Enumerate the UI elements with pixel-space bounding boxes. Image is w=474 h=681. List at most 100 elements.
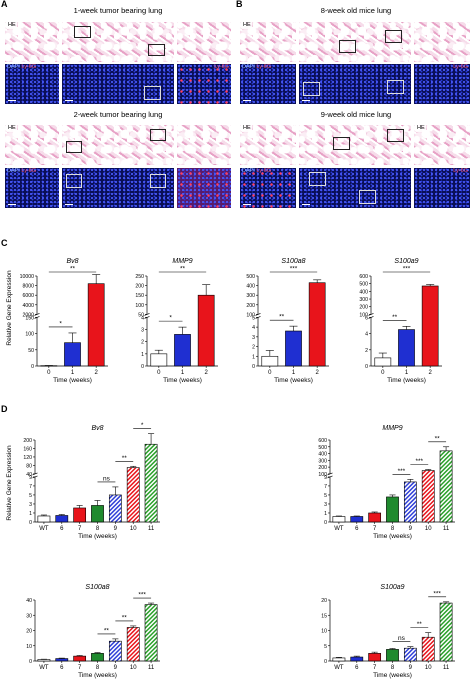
bar: [374, 357, 392, 367]
a2-if-zoom-right: [177, 168, 231, 208]
x-tick-label: 9: [114, 526, 118, 532]
y-tick-label: 3: [29, 502, 32, 508]
chart-title: Bv8: [91, 425, 103, 432]
y-tick-label: 0: [31, 364, 34, 370]
chart-title: S100a9: [380, 584, 404, 591]
y-tick-label: 30: [26, 613, 32, 619]
a2-he-zoom-left: HE: [5, 125, 59, 165]
significance-label: ***: [290, 266, 298, 273]
x-tick-label: 8: [96, 526, 100, 532]
y-tick-label: 8000: [22, 284, 34, 290]
a2-he-roi-box: [66, 141, 82, 153]
y-tick-label: 300: [246, 293, 255, 299]
a2-if-overview: [62, 168, 174, 208]
bar: [87, 283, 105, 367]
x-tick-label: 7: [373, 665, 377, 671]
x-tick-label: 6: [355, 526, 359, 532]
y-tick-label: 10000: [20, 274, 35, 280]
a2-if-roi-box-2: [150, 174, 166, 188]
significance-label: ns: [398, 635, 406, 642]
y-tick-label: 50: [28, 348, 34, 354]
y-tick-label: 600: [359, 274, 368, 280]
bar: [368, 653, 382, 662]
x-tick-label: WT: [39, 665, 49, 671]
y-tick-label: 6: [365, 315, 368, 321]
bar: [308, 282, 326, 367]
bar: [285, 330, 302, 367]
x-axis-label: Time (weeks): [53, 377, 92, 384]
a1-he-label: HE: [7, 22, 17, 29]
bar: [55, 515, 69, 523]
bar: [386, 496, 399, 523]
significance-label: **: [122, 455, 128, 462]
panel-b1-title: 8-week old mice lung: [320, 6, 392, 15]
bar: [64, 342, 81, 367]
y-tick-label: 100: [359, 312, 368, 318]
bar: [421, 285, 439, 367]
x-tick-label: 1: [71, 370, 75, 376]
significance-label: **: [435, 435, 441, 442]
scale-bar: [302, 203, 310, 205]
y-tick-label: 4: [252, 325, 255, 331]
b2-if-label-right: Ly-6G: [453, 168, 468, 174]
significance-label: ***: [433, 590, 441, 597]
a1-if-zoom-right: Ly-6G: [177, 64, 231, 104]
bar: [261, 355, 279, 367]
bar: [386, 649, 399, 662]
a1-if-label: DAPI Ly-6G: [7, 64, 37, 70]
y-tick-label: 7: [29, 484, 32, 490]
x-tick-label: WT: [39, 526, 49, 532]
y-tick-label: 3: [324, 502, 327, 508]
x-tick-label: 2: [428, 370, 432, 376]
significance-label: **: [104, 627, 110, 634]
x-tick-label: 10: [130, 526, 137, 532]
y-tick-label: 400: [359, 289, 368, 295]
x-tick-label: 11: [443, 526, 450, 532]
y-tick-label: 100: [25, 332, 34, 338]
significance-label: **: [70, 266, 76, 273]
y-tick-label: 200: [359, 305, 368, 311]
b2-he-overview: [299, 125, 411, 165]
x-tick-label: 2: [315, 370, 319, 376]
y-tick-label: 100: [135, 303, 144, 309]
a1-he-roi-box-2: [148, 44, 165, 56]
x-tick-label: 9: [409, 526, 413, 532]
b2-he-roi-box-2: [387, 129, 404, 142]
panel-c-ylabel: Relative Gene Expression: [6, 270, 13, 346]
bar: [37, 515, 51, 523]
scale-bar: [8, 99, 16, 101]
bar: [332, 657, 346, 662]
b1-he-roi-box-2: [385, 30, 402, 43]
x-tick-label: 8: [391, 526, 395, 532]
bar: [368, 512, 382, 523]
significance-label: ns: [103, 475, 111, 482]
x-tick-label: 1: [292, 370, 296, 376]
b1-he-label: HE: [242, 22, 252, 29]
y-tick-label: 100: [246, 312, 255, 318]
y-tick-label: 400: [246, 284, 255, 290]
x-axis-label: Time (weeks): [78, 533, 117, 540]
b2-if-roi-box-2: [359, 190, 376, 204]
b2-he-label-right: HE: [416, 125, 426, 132]
bar: [73, 507, 87, 523]
x-axis-label: Time (weeks): [373, 533, 412, 540]
b2-if-label: DAPI Ly-6G: [242, 168, 272, 174]
x-axis-label: Time (weeks): [387, 377, 426, 384]
x-tick-label: 7: [78, 665, 82, 671]
a1-if-label-right: Ly-6G: [214, 64, 229, 70]
panel-b2-title: 9-week old mice lung: [320, 110, 392, 119]
x-axis-label: Time (weeks): [373, 672, 412, 679]
bar: [126, 467, 140, 523]
y-tick-label: 200: [246, 303, 255, 309]
bar: [37, 659, 51, 662]
b2-if-roi-box: [309, 172, 326, 186]
chart-title: S100a8: [281, 258, 305, 265]
y-tick-label: 300: [318, 458, 327, 464]
bar: [55, 658, 69, 662]
a1-he-overview: [62, 22, 174, 62]
b2-if-zoom-right: Ly-6G: [414, 168, 470, 208]
significance-label: *: [169, 315, 172, 322]
b2-if-zoom-left: DAPI Ly-6G: [240, 168, 296, 208]
x-tick-label: 0: [381, 370, 385, 376]
y-tick-label: 100: [318, 472, 327, 478]
